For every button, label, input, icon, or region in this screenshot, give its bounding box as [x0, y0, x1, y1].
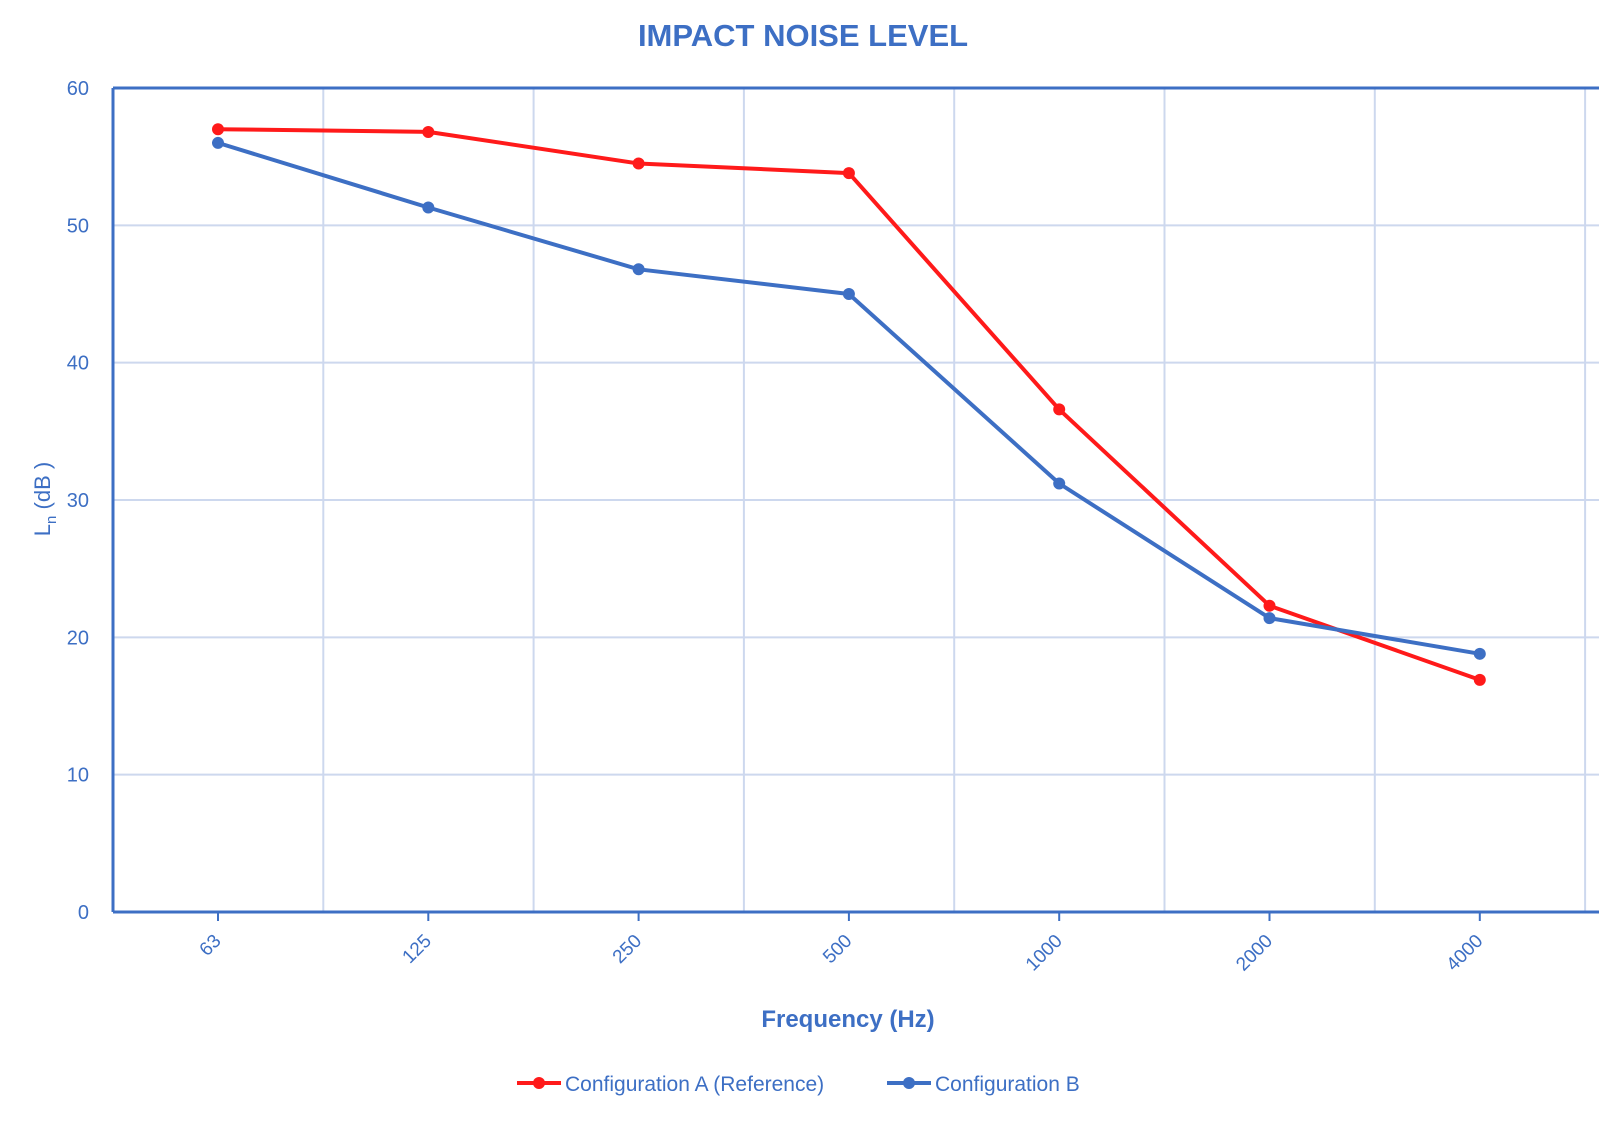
series-2-point	[1263, 612, 1276, 625]
series-1-point	[842, 167, 855, 180]
gridlines	[113, 87, 1599, 912]
chart-title: IMPACT NOISE LEVEL	[638, 18, 968, 53]
y-tick-label: 10	[67, 765, 89, 787]
legend-swatch-marker-1	[533, 1077, 545, 1089]
y-tick-label: 40	[67, 353, 89, 375]
series-1-point	[212, 123, 224, 136]
x-tick-label: 250	[609, 931, 646, 968]
legend-label-2: Configuration B	[935, 1073, 1080, 1096]
x-axis-label: Frequency (Hz)	[761, 1006, 934, 1033]
y-tick-label: 0	[78, 902, 89, 924]
y-tick-label: 60	[67, 78, 89, 100]
legend-swatch-marker-2	[903, 1077, 915, 1089]
series-1-point	[422, 125, 435, 138]
series-2-point	[842, 288, 855, 300]
y-tick-label: 20	[67, 627, 89, 649]
legend-label-1: Configuration A (Reference)	[565, 1073, 824, 1096]
series-2-point	[632, 263, 645, 276]
x-tick-label: 125	[399, 931, 436, 968]
series-2-point	[212, 136, 224, 149]
series-line-2	[217, 140, 1481, 656]
y-tick-labels: 0 10 20 30 40 50 60	[67, 78, 89, 924]
y-tick-label: 30	[67, 490, 89, 512]
series-2-point	[1473, 647, 1486, 660]
y-axis-label: Ln (dB )	[30, 462, 60, 536]
series-1-point	[632, 157, 645, 170]
series-1-point	[1263, 599, 1276, 612]
axes	[111, 86, 1599, 921]
legend: Configuration A (Reference) Configuration…	[517, 1073, 1080, 1096]
series-1-point	[1473, 673, 1486, 686]
series-1-point	[1053, 403, 1066, 416]
x-tick-label: 63	[196, 931, 226, 961]
y-axis-label-subscript: n	[43, 516, 60, 524]
y-axis-label-unit: (dB )	[30, 462, 55, 516]
series-lines	[212, 123, 1486, 686]
y-axis-label-main: L	[30, 524, 55, 536]
series-line-1	[217, 127, 1481, 682]
y-tick-label: 50	[67, 215, 89, 237]
series-2-point	[1053, 477, 1066, 490]
x-tick-label: 2000	[1232, 931, 1277, 976]
x-tick-label: 1000	[1022, 931, 1067, 976]
x-tick-labels: 63 125 250 500 1000 2000 4000	[196, 931, 1488, 976]
x-tick-label: 500	[819, 931, 856, 968]
x-tick-label: 4000	[1443, 931, 1488, 976]
series-2-point	[422, 201, 435, 214]
